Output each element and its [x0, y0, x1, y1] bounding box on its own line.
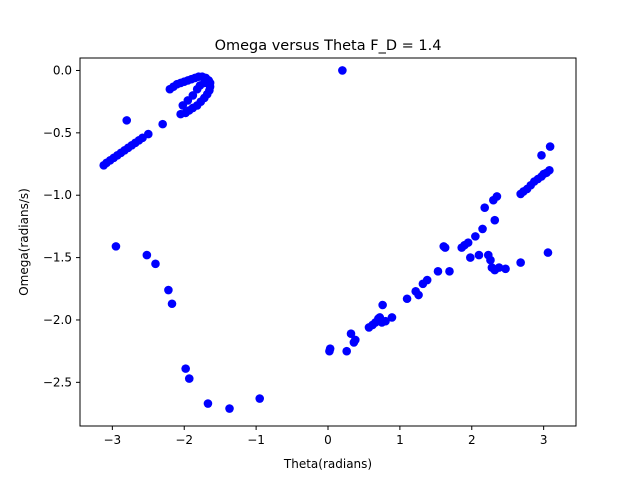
scatter-point	[463, 238, 473, 247]
scatter-point	[346, 329, 356, 338]
scatter-point	[422, 275, 432, 285]
scatter-point	[122, 116, 132, 125]
scatter-point	[176, 109, 185, 119]
scatter-point	[440, 243, 450, 252]
x-tick-label: 3	[540, 433, 548, 447]
chart-title: Omega versus Theta F_D = 1.4	[215, 38, 442, 54]
scatter-point	[381, 316, 390, 326]
x-tick-label: −1	[247, 433, 265, 447]
y-axis: 0.0 −0.5 −1.0 −1.5 −2.0 −2.5	[43, 63, 80, 389]
scatter-point	[387, 313, 397, 322]
scatter-point	[349, 338, 359, 347]
scatter-point	[492, 192, 502, 201]
scatter-point	[203, 399, 213, 408]
scatter-point	[490, 215, 500, 225]
scatter-point	[338, 66, 347, 75]
plot-frame	[79, 57, 577, 427]
y-tick-label: −2.0	[43, 313, 72, 327]
scatter-point	[466, 253, 475, 262]
scatter-point	[167, 299, 177, 309]
scatter-point	[184, 374, 194, 383]
scatter-point	[537, 151, 546, 160]
scatter-point	[480, 203, 490, 212]
y-tick-label: 0.0	[53, 63, 72, 77]
scatter-point	[474, 250, 484, 260]
scatter-point	[138, 133, 147, 143]
scatter-point	[164, 285, 173, 295]
y-tick-label: −0.5	[43, 126, 72, 140]
scatter-point	[402, 294, 412, 304]
scatter-point	[516, 258, 525, 267]
scatter-point	[471, 232, 480, 241]
scatter-point	[325, 344, 335, 353]
scatter-point	[255, 394, 265, 403]
x-axis: −3 −2 −1 0 1 2 3	[103, 426, 547, 447]
x-axis-label: Theta(radians)	[283, 457, 372, 471]
scatter-point	[433, 267, 443, 276]
scatter-point	[151, 259, 160, 269]
x-tick-label: 0	[324, 433, 332, 447]
x-tick-label: −3	[103, 433, 121, 447]
scatter-point	[545, 165, 554, 175]
scatter-point	[486, 255, 495, 265]
points-layer	[99, 66, 555, 413]
scatter-point	[200, 78, 209, 88]
y-tick-label: −2.5	[43, 375, 72, 389]
x-tick-label: −2	[175, 433, 193, 447]
scatter-point	[181, 364, 190, 373]
scatter-point	[545, 142, 555, 151]
scatter-point	[494, 263, 504, 272]
scatter-point	[178, 101, 188, 110]
scatter-point	[445, 267, 454, 276]
scatter-point	[111, 242, 121, 251]
scatter-point	[414, 290, 423, 300]
y-axis-label: Omega(radians/s)	[17, 188, 31, 296]
scatter-point	[378, 300, 387, 310]
y-tick-label: −1.5	[43, 251, 72, 265]
scatter-point	[225, 404, 234, 413]
scatter-point	[478, 224, 487, 234]
x-tick-label: 2	[468, 433, 476, 447]
scatter-point	[543, 248, 553, 257]
scatter-point	[192, 84, 202, 94]
x-tick-label: 1	[396, 433, 404, 447]
scatter-point	[142, 250, 152, 260]
y-tick-label: −1.0	[43, 188, 72, 202]
scatter-point	[501, 264, 510, 274]
scatter-point	[342, 346, 351, 356]
scatter-point	[158, 119, 167, 129]
